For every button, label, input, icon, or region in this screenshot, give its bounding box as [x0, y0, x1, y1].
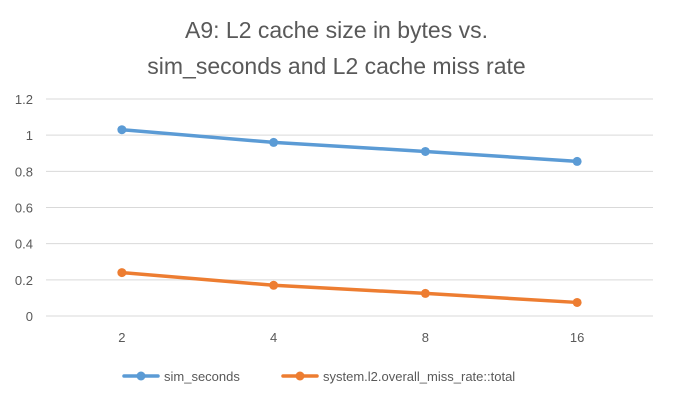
series-line-2	[120, 270, 579, 305]
y-tick-label: 0.8	[15, 164, 33, 179]
legend-label: system.l2.overall_miss_rate::total	[323, 369, 515, 384]
legend-item: sim_seconds	[122, 369, 240, 384]
chart-title-line-1: A9: L2 cache size in bytes vs.	[185, 17, 488, 43]
series-line-1	[120, 127, 579, 164]
gridlines	[46, 98, 653, 317]
x-tick-label: 2	[118, 330, 125, 345]
data-point	[269, 137, 279, 147]
data-point	[572, 297, 582, 307]
y-tick-label: 0	[26, 309, 33, 324]
legend-label: sim_seconds	[164, 369, 240, 384]
data-point	[117, 268, 127, 278]
y-axis-tick-labels: 0 0.2 0.4 0.6 0.8 1 1.2	[15, 92, 33, 324]
y-tick-label: 0.2	[15, 273, 33, 288]
chart-title-line-2: sim_seconds and L2 cache miss rate	[147, 53, 526, 79]
x-axis-tick-labels: 2 4 8 16	[118, 330, 584, 345]
legend: sim_seconds system.l2.overall_miss_rate::…	[122, 369, 515, 384]
data-point	[269, 280, 279, 290]
x-tick-label: 16	[570, 330, 584, 345]
y-tick-label: 1.2	[15, 92, 33, 107]
y-tick-label: 0.4	[15, 237, 33, 252]
data-point	[420, 146, 430, 156]
chart-title: A9: L2 cache size in bytes vs. sim_secon…	[0, 12, 673, 84]
y-tick-label: 0.6	[15, 201, 33, 216]
data-point	[420, 288, 430, 298]
legend-item: system.l2.overall_miss_rate::total	[281, 369, 515, 384]
data-point	[117, 125, 127, 135]
legend-swatch-marker	[136, 371, 146, 381]
y-tick-label: 1	[26, 128, 33, 143]
series-lines	[117, 125, 582, 307]
x-tick-label: 8	[422, 330, 429, 345]
data-point	[572, 156, 582, 166]
legend-swatch-marker	[295, 371, 305, 381]
x-tick-label: 4	[270, 330, 277, 345]
